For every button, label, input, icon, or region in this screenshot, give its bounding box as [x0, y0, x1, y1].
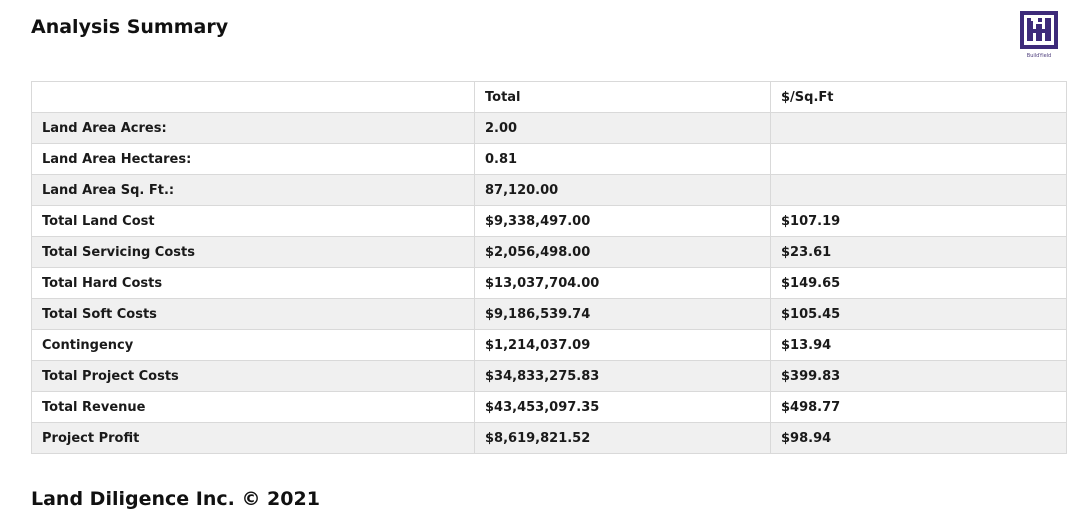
table-row: Total Soft Costs $9,186,539.74 $105.45 — [31, 298, 1067, 330]
header-cell-label — [31, 81, 475, 113]
row-label-cell: Total Revenue — [31, 391, 475, 423]
table-row: Land Area Hectares: 0.81 — [31, 143, 1067, 175]
logo-text: BuildYield — [1026, 53, 1052, 59]
logo-mark-icon — [1020, 11, 1058, 49]
table-row: Total Hard Costs $13,037,704.00 $149.65 — [31, 267, 1067, 299]
row-total-cell: $2,056,498.00 — [474, 236, 771, 268]
row-per-sqft-cell: $23.61 — [770, 236, 1067, 268]
header-cell-total: Total — [474, 81, 771, 113]
row-total-cell: 0.81 — [474, 143, 771, 175]
row-total-cell: $8,619,821.52 — [474, 422, 771, 454]
row-total-cell: 2.00 — [474, 112, 771, 144]
table-header-row: Total $/Sq.Ft — [31, 81, 1067, 113]
row-per-sqft-cell — [770, 174, 1067, 206]
table-row: Land Area Acres: 2.00 — [31, 112, 1067, 144]
row-per-sqft-cell: $107.19 — [770, 205, 1067, 237]
row-total-cell: $34,833,275.83 — [474, 360, 771, 392]
table-row: Total Land Cost $9,338,497.00 $107.19 — [31, 205, 1067, 237]
row-total-cell: $13,037,704.00 — [474, 267, 771, 299]
row-label-cell: Land Area Sq. Ft.: — [31, 174, 475, 206]
buildyield-logo: BuildYield — [1018, 9, 1060, 61]
row-per-sqft-cell: $98.94 — [770, 422, 1067, 454]
row-per-sqft-cell — [770, 143, 1067, 175]
footer-copyright: Land Diligence Inc. © 2021 — [31, 488, 320, 510]
row-label-cell: Total Project Costs — [31, 360, 475, 392]
table-row: Contingency $1,214,037.09 $13.94 — [31, 329, 1067, 361]
row-label-cell: Contingency — [31, 329, 475, 361]
row-total-cell: $43,453,097.35 — [474, 391, 771, 423]
row-label-cell: Project Profit — [31, 422, 475, 454]
row-label-cell: Total Hard Costs — [31, 267, 475, 299]
row-per-sqft-cell: $105.45 — [770, 298, 1067, 330]
table-row: Total Revenue $43,453,097.35 $498.77 — [31, 391, 1067, 423]
row-total-cell: $9,186,539.74 — [474, 298, 771, 330]
table-row: Project Profit $8,619,821.52 $98.94 — [31, 422, 1067, 454]
row-label-cell: Total Servicing Costs — [31, 236, 475, 268]
row-label-cell: Land Area Hectares: — [31, 143, 475, 175]
table-row: Total Servicing Costs $2,056,498.00 $23.61 — [31, 236, 1067, 268]
row-per-sqft-cell: $149.65 — [770, 267, 1067, 299]
header-cell-per-sqft: $/Sq.Ft — [770, 81, 1067, 113]
row-total-cell: $1,214,037.09 — [474, 329, 771, 361]
table-body: Total $/Sq.Ft Land Area Acres: 2.00 Land A… — [31, 81, 1067, 454]
analysis-summary-table: Total $/Sq.Ft Land Area Acres: 2.00 Land A… — [31, 81, 1067, 454]
row-per-sqft-cell: $498.77 — [770, 391, 1067, 423]
row-per-sqft-cell: $399.83 — [770, 360, 1067, 392]
row-label-cell: Total Land Cost — [31, 205, 475, 237]
row-label-cell: Land Area Acres: — [31, 112, 475, 144]
row-label-cell: Total Soft Costs — [31, 298, 475, 330]
table-row: Total Project Costs $34,833,275.83 $399.83 — [31, 360, 1067, 392]
row-per-sqft-cell — [770, 112, 1067, 144]
row-total-cell: $9,338,497.00 — [474, 205, 771, 237]
table-row: Land Area Sq. Ft.: 87,120.00 — [31, 174, 1067, 206]
page-title: Analysis Summary — [31, 16, 229, 38]
row-total-cell: 87,120.00 — [474, 174, 771, 206]
row-per-sqft-cell: $13.94 — [770, 329, 1067, 361]
